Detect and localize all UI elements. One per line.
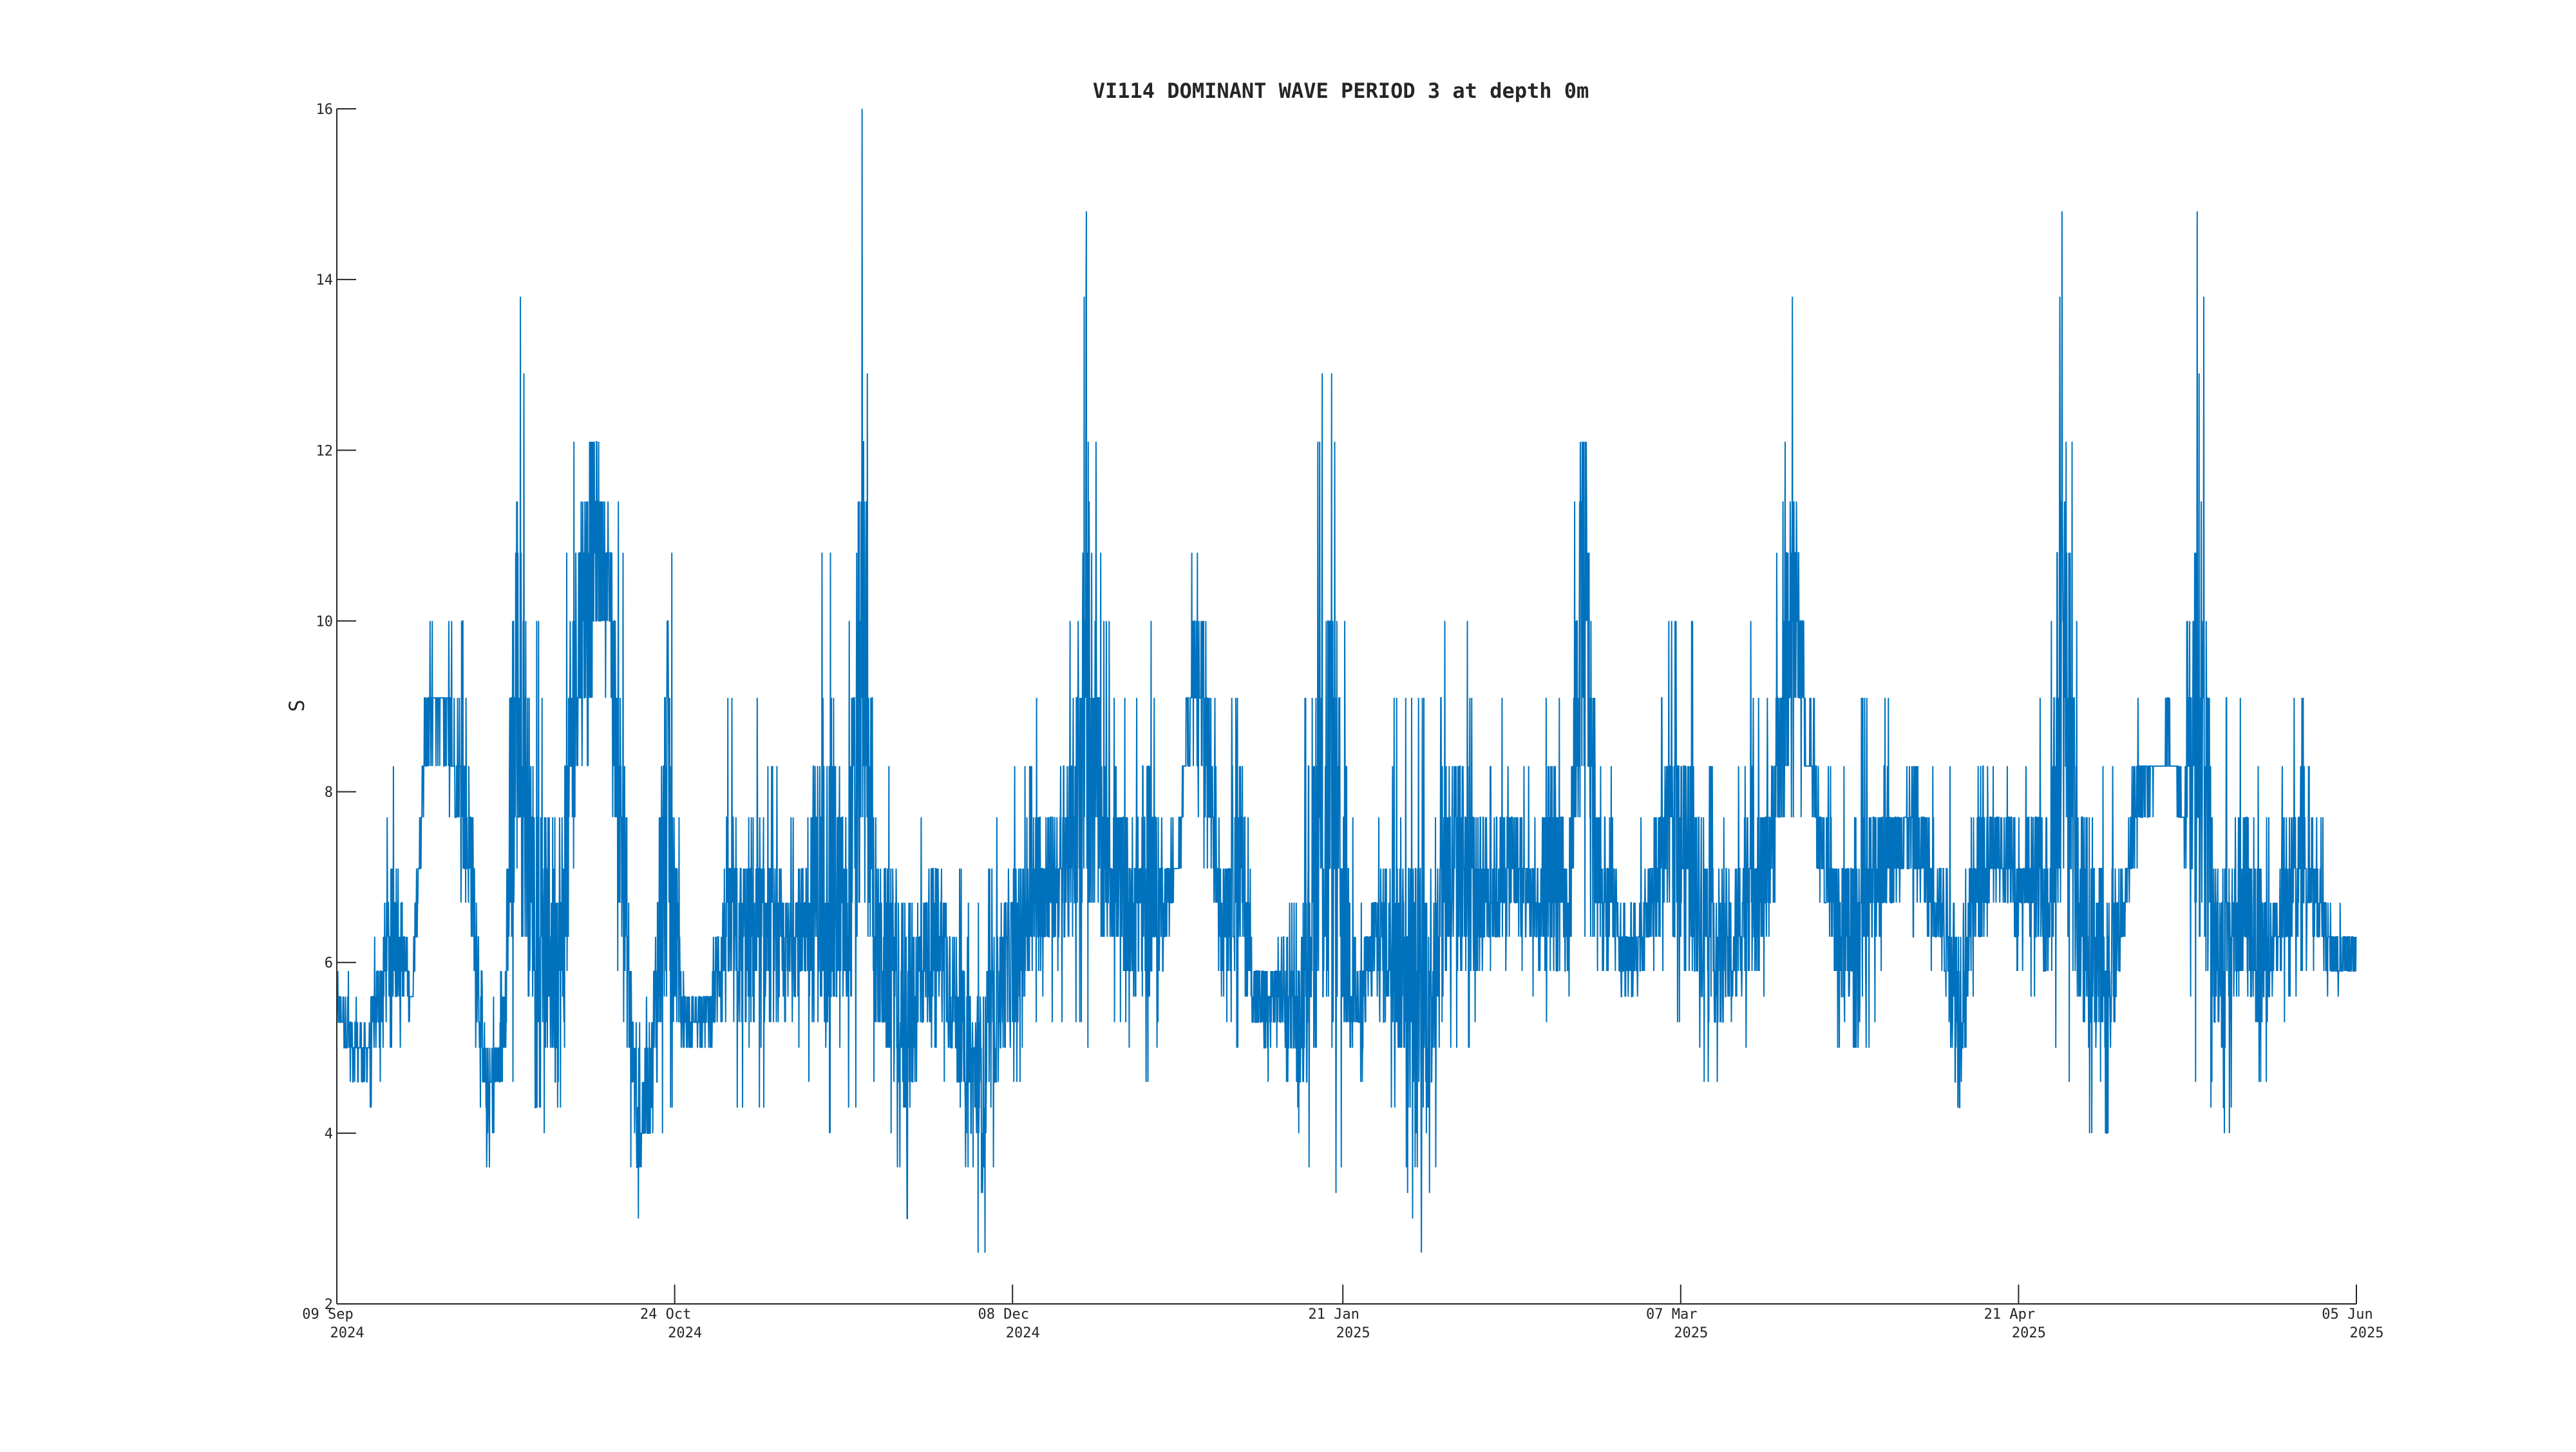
x-tick-label: 05 Jun	[2322, 1306, 2372, 1323]
x-tick-label: 09 Sep	[302, 1306, 353, 1323]
x-tick-year: 2025	[1674, 1325, 1708, 1341]
series-line	[336, 108, 2357, 1253]
x-tick-label: 08 Dec	[978, 1306, 1028, 1323]
axes-group: 2 4 6 8 10 12 14 16 09 Sep 2024 24 Oct 2024 08 Dec 20…	[302, 102, 2383, 1341]
x-tick-year: 2025	[2350, 1325, 2384, 1341]
x-tick-year: 2025	[2012, 1325, 2046, 1341]
y-tick-label: 14	[316, 272, 334, 288]
y-tick-label: 8	[325, 785, 333, 801]
x-tick-label: 07 Mar	[1646, 1306, 1697, 1323]
y-tick-label: 10	[316, 614, 334, 630]
x-tick-year: 2024	[1006, 1325, 1040, 1341]
y-tick-label: 4	[325, 1126, 333, 1142]
y-axis-label: S	[285, 699, 309, 712]
x-tick-label: 21 Jan	[1308, 1306, 1359, 1323]
y-tick-label: 2	[325, 1297, 333, 1313]
y-tick-label: 6	[325, 956, 333, 972]
x-tick-label: 24 Oct	[640, 1306, 691, 1323]
x-tick-year: 2024	[330, 1325, 365, 1341]
x-tick-year: 2024	[668, 1325, 702, 1341]
y-tick-label: 16	[316, 102, 334, 118]
y-tick-label: 12	[316, 443, 334, 459]
x-tick-year: 2025	[1336, 1325, 1370, 1341]
series-path	[336, 108, 2357, 1253]
x-tick-label: 21 Apr	[1984, 1306, 2035, 1323]
series-group	[336, 108, 2357, 1253]
chart-title: VI114 DOMINANT WAVE PERIOD 3 at depth 0m	[1093, 79, 1589, 103]
